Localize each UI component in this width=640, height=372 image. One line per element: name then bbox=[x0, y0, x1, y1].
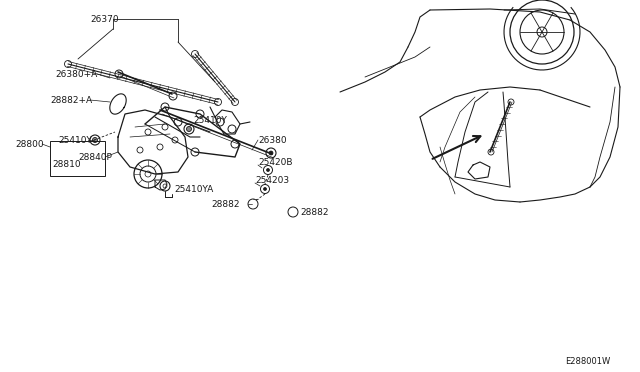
Text: E288001W: E288001W bbox=[565, 357, 611, 366]
Text: 26370: 26370 bbox=[90, 15, 118, 23]
Circle shape bbox=[269, 151, 273, 155]
Text: 26380+A: 26380+A bbox=[55, 70, 97, 78]
Text: 28840P: 28840P bbox=[78, 153, 112, 161]
Text: 28882: 28882 bbox=[300, 208, 328, 217]
Text: 25410YA: 25410YA bbox=[174, 185, 213, 193]
Circle shape bbox=[266, 169, 269, 171]
Text: 28800: 28800 bbox=[15, 140, 44, 148]
Bar bbox=[50, 141, 105, 176]
Text: 28810: 28810 bbox=[52, 160, 81, 169]
Circle shape bbox=[264, 187, 266, 190]
Circle shape bbox=[186, 126, 191, 131]
Text: 28882+A: 28882+A bbox=[50, 96, 92, 105]
Text: 25420B: 25420B bbox=[258, 157, 292, 167]
Text: 25410Y: 25410Y bbox=[193, 115, 227, 125]
Text: 28882: 28882 bbox=[211, 199, 240, 208]
Circle shape bbox=[93, 138, 97, 142]
Text: 254203: 254203 bbox=[255, 176, 289, 185]
Text: 25410Y: 25410Y bbox=[58, 135, 92, 144]
Text: 26380: 26380 bbox=[258, 135, 287, 144]
